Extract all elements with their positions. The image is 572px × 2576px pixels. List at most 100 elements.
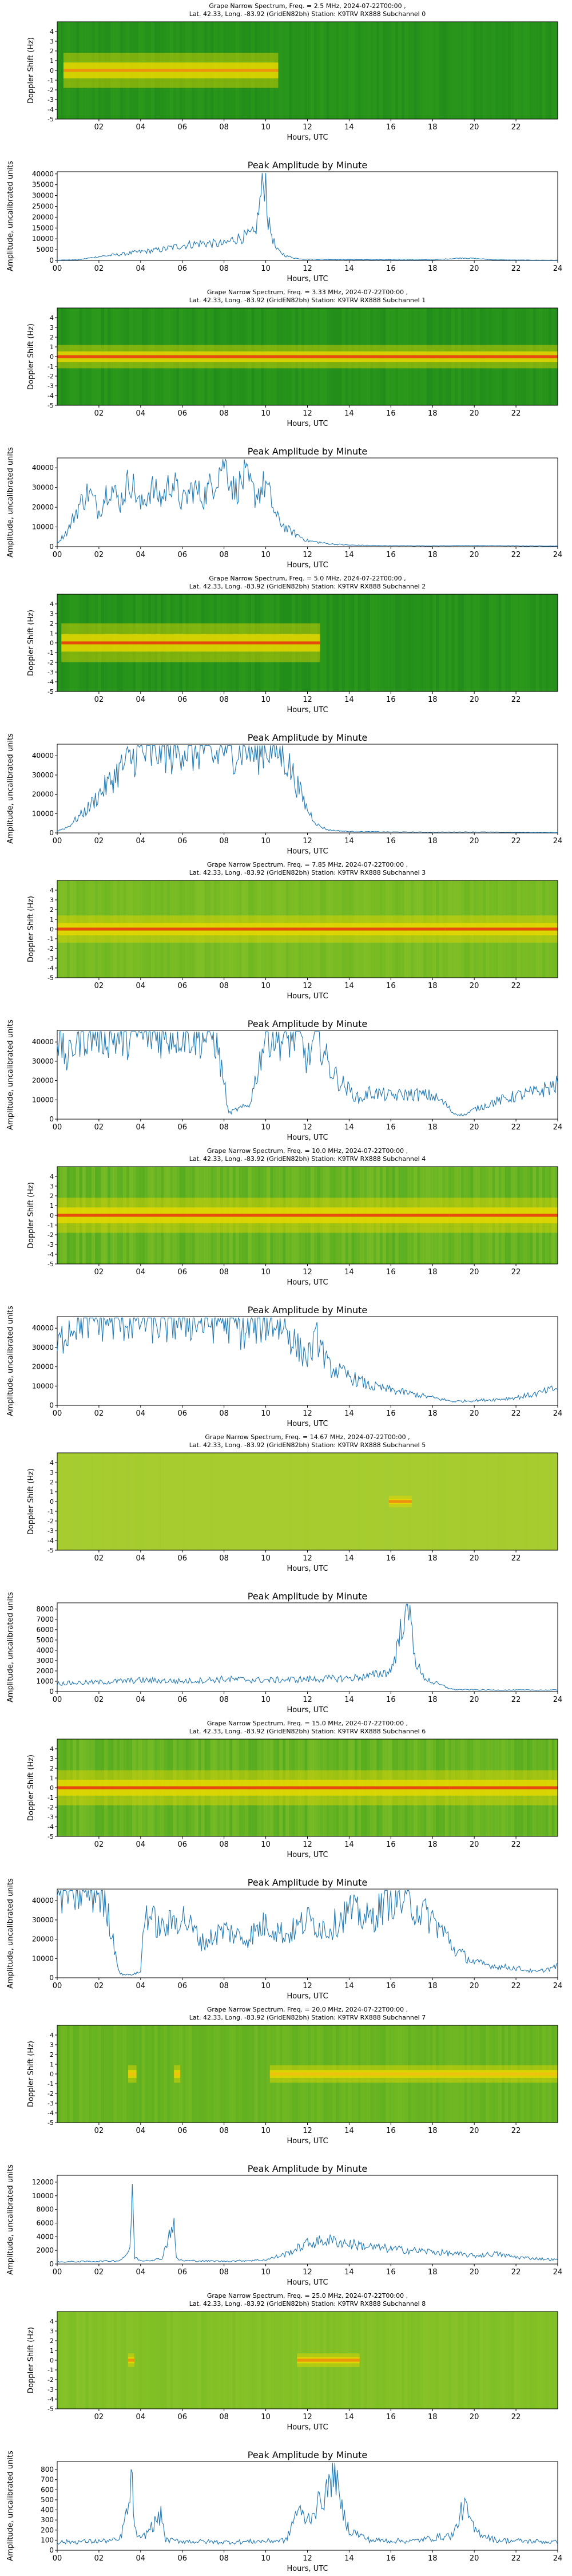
noise-column [316,22,320,119]
y-tick-label: 2 [50,1765,54,1772]
noise-column [273,1453,277,1550]
noise-column [260,1453,264,1550]
x-tick-label: 18 [428,1840,438,1849]
noise-column [223,1453,227,1550]
x-tick-label: 20 [470,551,479,559]
x-tick-label: 06 [177,2554,187,2563]
noise-column [226,2312,230,2409]
x-tick-label: 22 [511,2268,521,2277]
noise-column [320,594,324,692]
noise-column [251,2312,255,2409]
noise-column [360,1453,364,1550]
x-tick-label: 02 [94,551,104,559]
y-tick-label: 30000 [32,1344,54,1352]
noise-column [292,1453,296,1550]
y-tick-label: 0 [49,1401,54,1409]
x-tick-label: 10 [261,2554,271,2563]
y-tick-label: 400 [41,2506,54,2514]
x-axis-label: Hours, UTC [287,1992,328,2001]
y-tick-label: 3 [50,896,54,904]
noise-column [467,22,471,119]
noise-column [79,2312,83,2409]
y-axis-label: Amplitude, uncalibrated units [6,161,15,271]
noise-column [542,2312,546,2409]
noise-column [57,594,61,692]
y-tick-label: 5000 [36,246,54,254]
y-axis-label: Doppler Shift (Hz) [27,896,35,962]
noise-column [533,594,537,692]
noise-column [548,1453,552,1550]
x-tick-label: 16 [386,1409,396,1418]
noise-column [157,2025,161,2123]
noise-column [301,1453,305,1550]
amplitude-chart-0: Peak Amplitude by Minute 0 5000 10000 15000 2… [6,160,562,283]
x-tick-label: 06 [177,696,187,704]
noise-column [420,594,424,692]
noise-column [542,594,546,692]
noise-column [320,1453,324,1550]
x-tick-label: 22 [511,2413,521,2421]
y-tick-label: 2 [50,906,54,914]
x-tick-label: 24 [553,1696,563,1704]
noise-column [92,2025,96,2123]
noise-column [92,1453,96,1550]
noise-column [63,1453,67,1550]
noise-column [151,2312,155,2409]
x-tick-label: 22 [511,2554,521,2563]
noise-column [551,1453,555,1550]
noise-column [486,1453,490,1550]
noise-column [148,2312,152,2409]
noise-column [73,1453,77,1550]
y-tick-label: -5 [47,688,54,696]
noise-column [107,2312,111,2409]
noise-column [201,1453,205,1550]
noise-column [82,2312,86,2409]
y-tick-label: -2 [47,2090,54,2097]
x-tick-label: 02 [94,837,104,846]
y-tick-label: -5 [47,116,54,123]
y-tick-label: 500 [41,2496,54,2504]
y-tick-label: -5 [47,1833,54,1840]
noise-column [154,1453,158,1550]
noise-column [423,594,427,692]
noise-column [429,594,433,692]
y-tick-label: -2 [47,86,54,94]
y-axis-label: Doppler Shift (Hz) [27,610,35,676]
amplitude-title: Peak Amplitude by Minute [248,160,368,171]
noise-column [232,2312,236,2409]
noise-column [426,2312,430,2409]
noise-column [98,1453,102,1550]
y-tick-label: 10000 [32,2192,54,2200]
noise-column [363,2312,367,2409]
noise-column [120,1453,124,1550]
x-tick-label: 24 [553,551,563,559]
noise-column [94,1453,98,1550]
noise-column [226,2025,230,2123]
noise-column [460,594,464,692]
noise-column [529,1453,533,1550]
x-tick-label: 04 [136,982,146,990]
noise-column [166,2312,170,2409]
y-axis-label: Amplitude, uncalibrated units [6,1306,15,1416]
noise-column [141,2025,145,2123]
series-line [57,745,558,833]
plot-frame [57,171,558,261]
noise-column [104,1453,108,1550]
series-line [57,2463,558,2545]
noise-column [407,594,411,692]
y-tick-label: 4 [50,1173,54,1180]
noise-column [448,2312,452,2409]
x-tick-label: 06 [177,982,187,990]
x-tick-label: 02 [94,409,104,418]
y-tick-label: 0 [49,2260,54,2268]
noise-column [279,22,283,119]
noise-column [104,2025,108,2123]
noise-column [66,2312,70,2409]
noise-column [523,594,527,692]
y-tick-label: -1 [47,363,54,370]
y-tick-label: 0 [50,926,54,933]
signal-core [297,2358,360,2362]
noise-column [523,22,527,119]
noise-column [329,22,333,119]
noise-column [404,2312,408,2409]
